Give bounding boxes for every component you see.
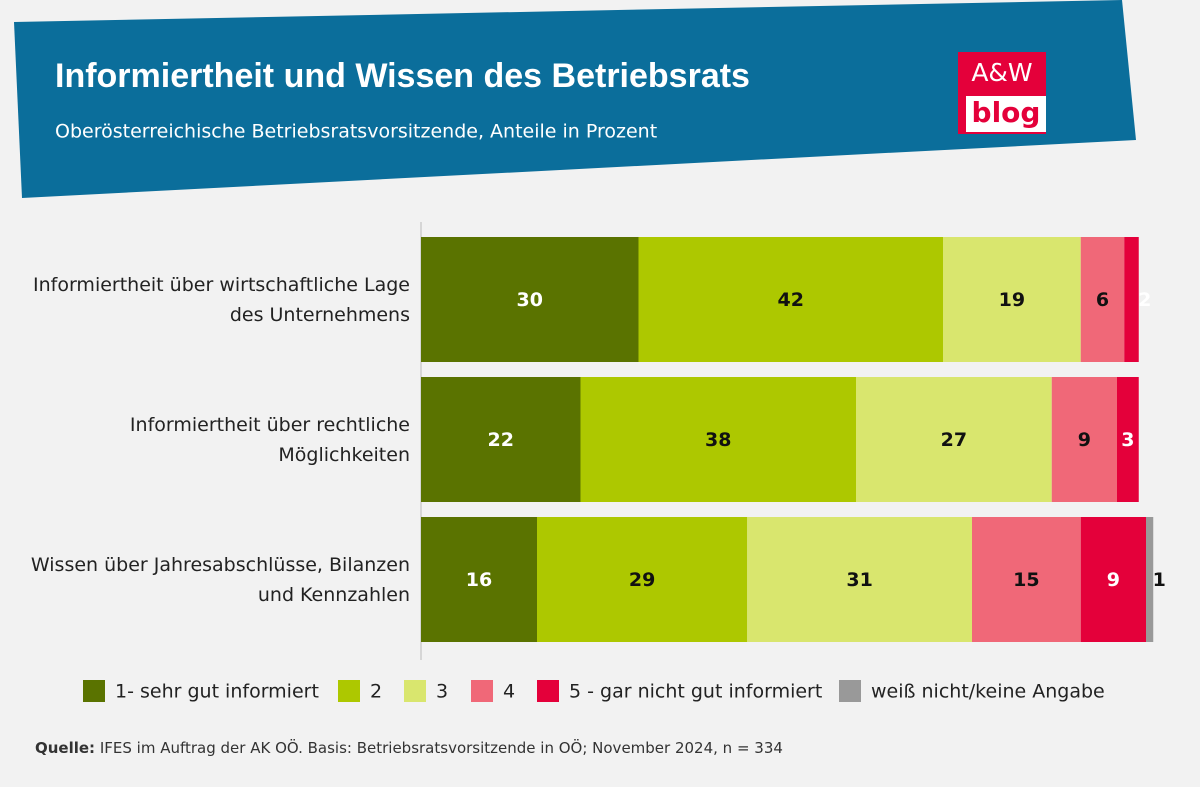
legend-label: 5 - gar nicht gut informiert	[569, 681, 822, 703]
data-label: 38	[705, 429, 731, 451]
bar-segment	[1051, 377, 1117, 502]
data-label: 9	[1107, 569, 1120, 591]
bar-segment	[1080, 237, 1125, 362]
chart-subtitle: Oberösterreichische Betriebsratsvorsitze…	[55, 121, 657, 143]
bar-segment	[421, 237, 639, 362]
legend-label: 4	[503, 681, 515, 703]
bar-segment	[580, 377, 856, 502]
logo-text: blog	[972, 96, 1041, 129]
category-label: Wissen über Jahresabschlüsse, Bilanzen u…	[30, 553, 410, 606]
data-label: 15	[1013, 569, 1039, 591]
bar-segment	[943, 237, 1081, 362]
legend-swatch	[471, 680, 493, 702]
source-text: IFES im Auftrag der AK OÖ. Basis: Betrie…	[100, 738, 783, 757]
data-label: 19	[999, 289, 1025, 311]
bar-segment	[747, 517, 972, 642]
legend-swatch	[839, 680, 861, 702]
data-label: 1	[1153, 569, 1166, 591]
data-label: 9	[1078, 429, 1091, 451]
data-label: 31	[846, 569, 872, 591]
data-label: 27	[941, 429, 967, 451]
category-label: Informiertheit über wirtschaftliche Lage…	[33, 273, 410, 326]
bar-segment	[638, 237, 943, 362]
category-label: Informiertheit über rechtliche Möglichke…	[129, 413, 410, 466]
data-label: 29	[629, 569, 655, 591]
bar-segment	[1080, 517, 1146, 642]
source: Quelle: IFES im Auftrag der AK OÖ. Basis…	[35, 738, 783, 757]
data-label: 30	[517, 289, 543, 311]
source-label: Quelle:	[35, 739, 95, 757]
bar-segment	[421, 377, 581, 502]
bar-segment	[1124, 237, 1139, 362]
legend-label: 2	[370, 681, 382, 703]
data-label: 3	[1121, 429, 1134, 451]
data-label: 6	[1096, 289, 1109, 311]
bar-segment	[1117, 377, 1139, 502]
data-label: 16	[466, 569, 492, 591]
logo-text: A&W	[971, 58, 1032, 87]
legend-swatch	[338, 680, 360, 702]
legend-swatch	[83, 680, 105, 702]
data-label: 22	[488, 429, 514, 451]
header-banner	[14, 0, 1136, 198]
data-label: 42	[778, 289, 804, 311]
bar-segment	[856, 377, 1052, 502]
data-label: 2	[1138, 289, 1151, 311]
bar-segment	[972, 517, 1081, 642]
legend-swatch	[404, 680, 426, 702]
legend-label: 1- sehr gut informiert	[115, 681, 319, 703]
bar-segment	[1146, 517, 1154, 642]
legend-swatch	[537, 680, 559, 702]
bar-segment	[421, 517, 537, 642]
bar-segment	[537, 517, 748, 642]
chart-title: Informiertheit und Wissen des Betriebsra…	[55, 57, 750, 95]
legend-label: weiß nicht/keine Angabe	[871, 681, 1105, 703]
logo-inner	[966, 96, 1046, 132]
legend-label: 3	[436, 681, 448, 703]
